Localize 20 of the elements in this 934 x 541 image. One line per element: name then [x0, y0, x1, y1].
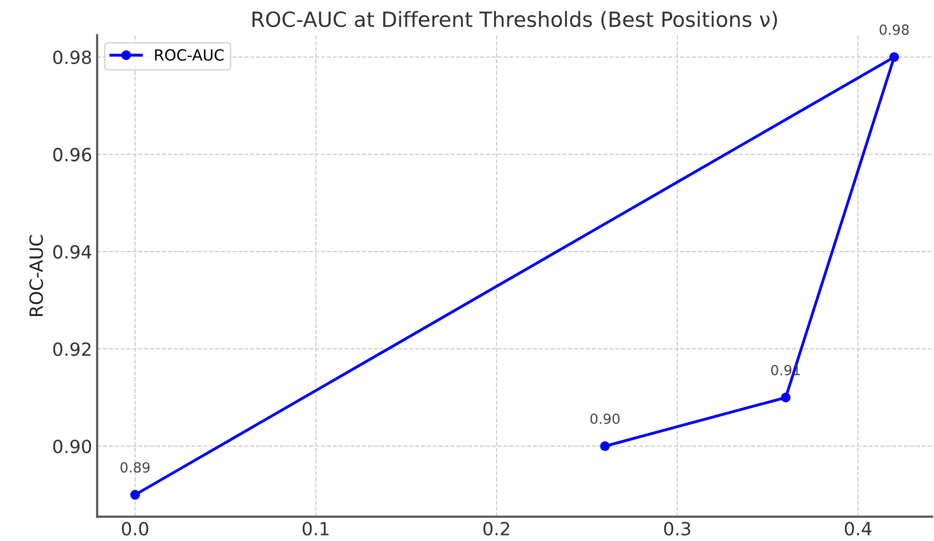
data-label: 0.90	[590, 413, 620, 424]
y-tick-label: 0.98	[53, 50, 92, 64]
chart-title: ROC-AUC at Different Thresholds (Best Positions ν)	[252, 11, 777, 30]
y-axis-title: ROC-AUC	[29, 235, 44, 316]
y-tick-label: 0.90	[53, 440, 92, 454]
y-tick-label: 0.94	[53, 245, 92, 259]
x-tick-label: 0.0	[122, 522, 148, 536]
point	[889, 52, 900, 62]
point	[600, 441, 610, 451]
data-label: 0.89	[120, 462, 150, 473]
x-tick-label: 0.1	[302, 522, 329, 536]
data-label: 0.98	[880, 24, 909, 35]
y-tick-label: 0.92	[53, 342, 90, 356]
y-tick-label: 0.96	[53, 148, 92, 162]
point	[130, 490, 140, 500]
x-tick-label: 0.3	[664, 522, 690, 536]
x-tick-label: 0.2	[483, 522, 510, 536]
legend-label: ROC-AUC	[155, 49, 224, 61]
x-tick-label: 0.4	[844, 522, 872, 536]
point	[780, 392, 791, 402]
